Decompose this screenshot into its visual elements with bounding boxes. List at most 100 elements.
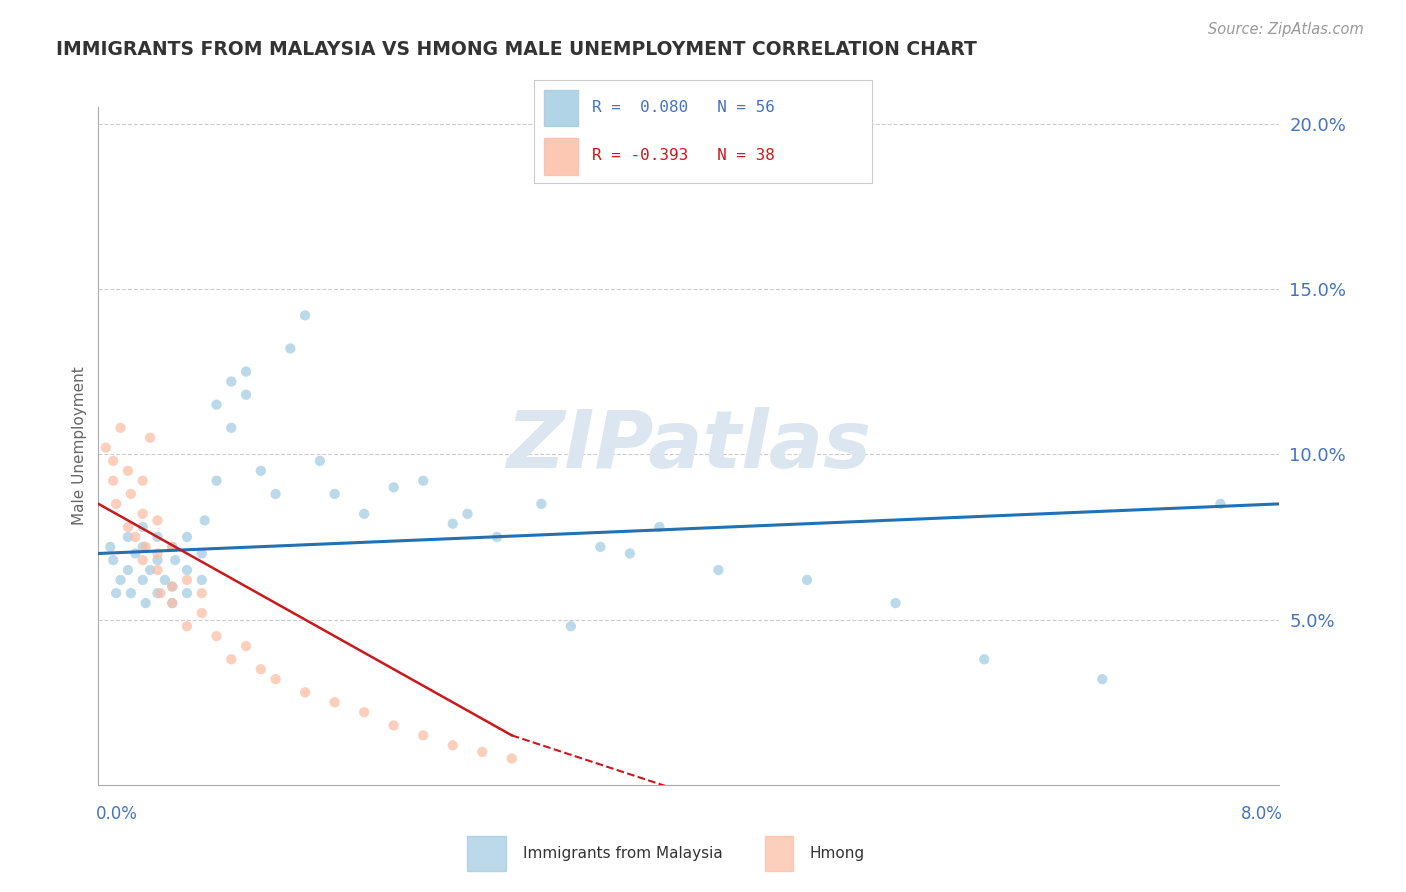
Text: 0.0%: 0.0% — [96, 805, 138, 822]
Point — [205, 629, 228, 643]
Point — [117, 520, 139, 534]
Point — [796, 573, 818, 587]
Point — [294, 309, 316, 323]
Point — [120, 586, 142, 600]
Point — [294, 685, 316, 699]
Point — [146, 563, 169, 577]
Point — [132, 474, 155, 488]
Point — [973, 652, 995, 666]
Point — [191, 546, 214, 560]
Point — [235, 365, 257, 379]
Point — [382, 718, 405, 732]
Point — [162, 596, 183, 610]
Point — [191, 573, 214, 587]
Point — [132, 520, 155, 534]
Point — [105, 586, 128, 600]
Point — [485, 530, 508, 544]
Point — [162, 596, 183, 610]
Point — [110, 421, 132, 435]
Point — [278, 342, 302, 356]
Point — [1209, 497, 1232, 511]
Point — [235, 388, 257, 402]
Point — [441, 739, 464, 753]
Point — [456, 507, 478, 521]
Point — [110, 573, 132, 587]
Point — [560, 619, 582, 633]
Point — [412, 728, 434, 742]
Point — [146, 513, 169, 527]
Point — [194, 513, 217, 527]
Point — [205, 474, 228, 488]
Point — [308, 454, 332, 468]
Point — [162, 580, 183, 594]
Point — [530, 497, 553, 511]
Point — [117, 464, 139, 478]
Point — [205, 398, 228, 412]
Point — [146, 586, 169, 600]
Point — [162, 540, 183, 554]
Point — [1091, 672, 1114, 686]
Point — [707, 563, 730, 577]
Bar — [544, 89, 578, 127]
Text: Hmong: Hmong — [810, 846, 865, 861]
Point — [124, 530, 146, 544]
Point — [441, 516, 464, 531]
Text: Source: ZipAtlas.com: Source: ZipAtlas.com — [1208, 22, 1364, 37]
Point — [146, 553, 169, 567]
Point — [94, 441, 117, 455]
Point — [219, 375, 242, 389]
Text: R =  0.080   N = 56: R = 0.080 N = 56 — [592, 101, 775, 115]
Point — [132, 573, 155, 587]
Point — [162, 580, 183, 594]
Point — [135, 540, 157, 554]
Point — [149, 586, 172, 600]
Point — [382, 480, 405, 494]
Text: R = -0.393   N = 38: R = -0.393 N = 38 — [592, 148, 775, 162]
Point — [176, 573, 198, 587]
Text: 8.0%: 8.0% — [1240, 805, 1282, 822]
Point — [132, 553, 155, 567]
Point — [117, 563, 139, 577]
Point — [589, 540, 612, 554]
Point — [162, 540, 183, 554]
Point — [117, 530, 139, 544]
Point — [884, 596, 907, 610]
Text: ZIPatlas: ZIPatlas — [506, 407, 872, 485]
Bar — [467, 837, 506, 871]
Point — [146, 530, 169, 544]
Point — [501, 751, 523, 765]
Bar — [765, 837, 793, 871]
Point — [471, 745, 494, 759]
Point — [103, 474, 125, 488]
Point — [176, 530, 198, 544]
Point — [412, 474, 434, 488]
Bar — [544, 137, 578, 175]
Point — [235, 639, 257, 653]
Point — [191, 606, 214, 620]
Point — [103, 454, 125, 468]
Point — [250, 662, 273, 676]
Point — [176, 619, 198, 633]
Point — [219, 652, 242, 666]
Y-axis label: Male Unemployment: Male Unemployment — [72, 367, 87, 525]
Point — [132, 540, 155, 554]
Point — [264, 487, 287, 501]
Point — [353, 507, 375, 521]
Point — [132, 507, 155, 521]
Point — [323, 695, 346, 709]
Point — [353, 705, 375, 719]
Point — [135, 596, 157, 610]
Point — [176, 586, 198, 600]
Point — [648, 520, 671, 534]
Point — [619, 546, 641, 560]
Point — [219, 421, 242, 435]
Point — [139, 563, 162, 577]
Point — [146, 546, 169, 560]
Text: Immigrants from Malaysia: Immigrants from Malaysia — [523, 846, 723, 861]
Point — [165, 553, 187, 567]
Point — [98, 540, 121, 554]
Point — [250, 464, 273, 478]
Point — [105, 497, 128, 511]
Point — [176, 563, 198, 577]
Point — [120, 487, 142, 501]
